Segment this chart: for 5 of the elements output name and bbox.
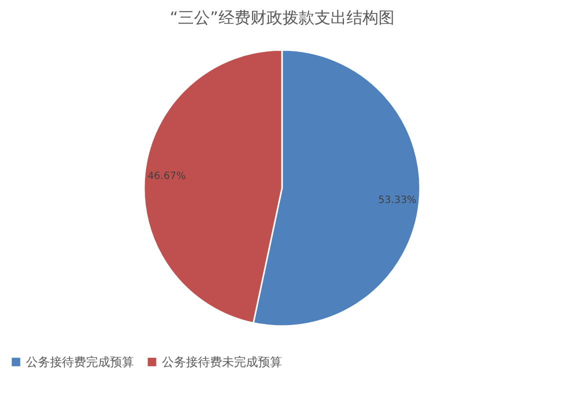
data-label: 53.33% [378, 195, 416, 206]
legend-label: 公务接待费未完成预算 [162, 355, 282, 369]
chart-title: “三公”经费财政拨款支出结构图 [170, 8, 394, 27]
legend-label: 公务接待费完成预算 [26, 355, 134, 369]
data-label: 46.67% [148, 170, 186, 182]
